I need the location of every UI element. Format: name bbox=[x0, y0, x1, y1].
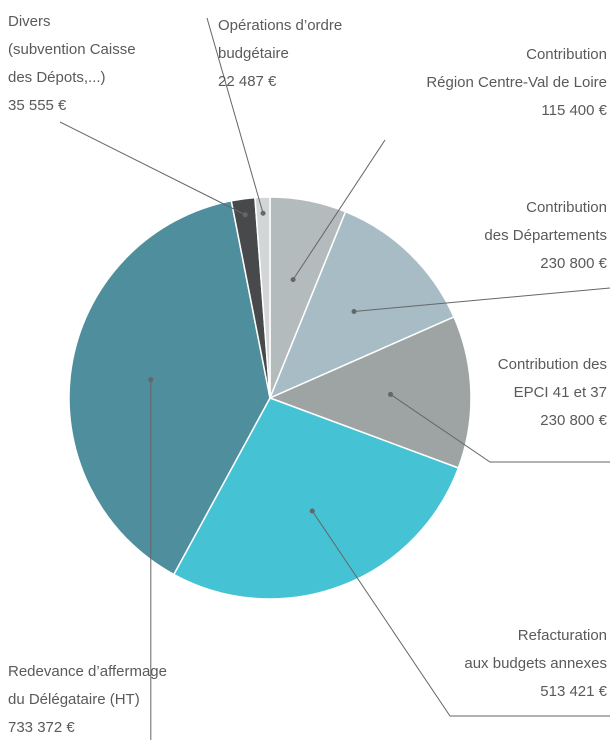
leader-line bbox=[206, 17, 264, 214]
pie-slice bbox=[268, 210, 455, 400]
leader-line bbox=[390, 394, 610, 463]
value-label: 35 555 € bbox=[8, 97, 67, 114]
leader-dot bbox=[351, 308, 357, 314]
value-label: 115 400 € bbox=[541, 102, 607, 119]
slice-label: (subvention Caisse bbox=[8, 41, 136, 58]
leader-dot bbox=[290, 277, 296, 283]
slice-label: EPCI 41 et 37 bbox=[514, 384, 607, 401]
slice-label: du Délégataire (HT) bbox=[8, 691, 140, 708]
value-label: 230 800 € bbox=[540, 412, 607, 429]
value-label: 22 487 € bbox=[218, 73, 277, 90]
slice-label: des Départements bbox=[484, 227, 607, 244]
value-label: 230 800 € bbox=[540, 255, 607, 272]
leader-line bbox=[353, 287, 611, 312]
slice-label: Région Centre-Val de Loire bbox=[426, 74, 607, 91]
slice-label: Contribution des bbox=[498, 356, 607, 373]
slice-label: Divers bbox=[8, 13, 51, 30]
slice-label: Redevance d’affermage bbox=[8, 663, 167, 680]
slice-label: Opérations d’ordre bbox=[218, 17, 342, 34]
leader-dot bbox=[148, 377, 154, 383]
pie-slice bbox=[254, 196, 271, 399]
pie-slice bbox=[68, 199, 271, 576]
pie-slice bbox=[172, 397, 460, 600]
leader-dot bbox=[242, 212, 248, 218]
leader-dot bbox=[260, 210, 266, 216]
slice-label: budgétaire bbox=[218, 45, 289, 62]
slice-label: aux budgets annexes bbox=[464, 655, 607, 672]
leader-dot bbox=[309, 508, 315, 514]
leader-line bbox=[59, 121, 246, 216]
leader-dot bbox=[388, 391, 394, 397]
value-label: 513 421 € bbox=[540, 683, 607, 700]
leader-line bbox=[311, 510, 610, 717]
slice-label: Refacturation bbox=[518, 627, 607, 644]
slice-label: Contribution bbox=[526, 46, 607, 63]
slice-label: Contribution bbox=[526, 199, 607, 216]
value-label: 733 372 € bbox=[8, 719, 75, 736]
pie-slice bbox=[268, 315, 472, 469]
slice-label: des Dépots,...) bbox=[8, 69, 106, 86]
leader-line bbox=[292, 139, 386, 280]
